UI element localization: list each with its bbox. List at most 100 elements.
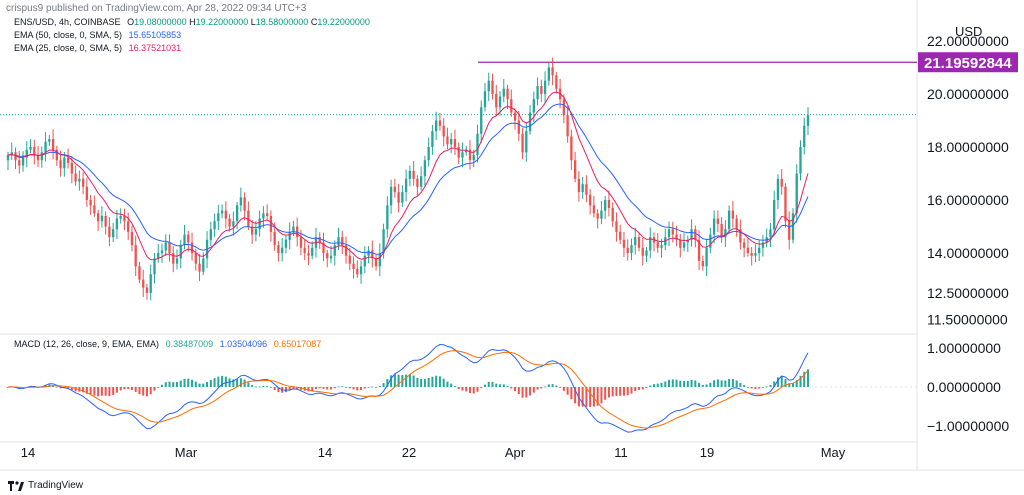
candle — [108, 217, 111, 247]
candle — [66, 148, 70, 169]
candle-body — [363, 255, 366, 267]
macd-histogram-bar — [472, 387, 475, 394]
candle-body — [307, 253, 310, 256]
candle-body — [89, 200, 92, 206]
macd-histogram-bar — [551, 384, 554, 387]
macd-histogram-bar — [525, 387, 528, 398]
macd-histogram-bar — [536, 387, 539, 390]
candle — [543, 71, 547, 103]
macd-histogram-bar — [724, 380, 727, 387]
candle — [742, 238, 746, 258]
candle — [284, 235, 288, 254]
time-tick-label: 14 — [21, 445, 35, 460]
macd-histogram-bar — [457, 387, 460, 390]
candle — [322, 232, 325, 262]
candle-body — [85, 186, 89, 201]
candle-body — [667, 229, 671, 238]
candle — [393, 178, 397, 198]
candle — [89, 194, 92, 215]
candle — [333, 240, 336, 266]
candle-body — [224, 210, 228, 219]
macd-histogram-bar — [585, 387, 588, 407]
candle-body — [431, 131, 434, 147]
candle — [457, 142, 460, 164]
macd-histogram-bar — [112, 387, 115, 395]
macd-histogram-bar — [461, 387, 464, 391]
candle-body — [746, 247, 750, 254]
candle — [788, 211, 791, 250]
candle-body — [645, 250, 648, 256]
candle-body — [799, 147, 802, 174]
candle — [217, 204, 220, 231]
macd-histogram-bar — [769, 385, 772, 387]
candle — [694, 225, 697, 248]
candle — [187, 230, 190, 252]
candle — [397, 183, 400, 213]
candle — [164, 234, 167, 257]
candle-body — [457, 147, 460, 158]
candle — [780, 169, 783, 195]
candle-body — [573, 160, 577, 179]
macd-histogram-bar — [420, 379, 423, 387]
macd-histogram-bar — [679, 380, 682, 387]
candle-body — [66, 157, 70, 163]
candle-body — [393, 186, 397, 193]
time-tick-label: 19 — [700, 445, 714, 460]
candle — [551, 57, 554, 86]
macd-histogram-bar — [592, 387, 595, 407]
candle-body — [254, 229, 258, 235]
candle — [776, 174, 780, 209]
macd-histogram-bar — [311, 387, 314, 391]
candle — [581, 176, 584, 199]
candle — [85, 177, 89, 207]
macd-histogram-bar — [660, 382, 663, 387]
candle-body — [510, 99, 513, 113]
macd-histogram-bar — [453, 386, 456, 387]
candle — [649, 227, 652, 259]
candle-body — [265, 213, 269, 216]
candle — [344, 236, 348, 264]
candle — [33, 139, 36, 165]
candle — [149, 264, 152, 301]
candle-body — [791, 213, 795, 240]
candle-body — [769, 229, 772, 238]
candle-body — [427, 147, 430, 161]
macd-histogram-bar — [653, 384, 656, 387]
candle-body — [682, 242, 686, 248]
macd-histogram-bar — [776, 377, 779, 387]
candle-body — [209, 229, 212, 240]
candle — [134, 235, 137, 277]
candle-body — [284, 239, 288, 248]
candle-body — [476, 133, 479, 155]
candle — [408, 165, 412, 187]
macd-histogram-bar — [694, 380, 697, 387]
candle-body — [389, 186, 393, 206]
candle-body — [626, 247, 629, 254]
candle-body — [607, 200, 611, 208]
macd-histogram-bar — [431, 376, 434, 387]
candle — [374, 254, 378, 271]
candle-body — [344, 245, 348, 256]
macd-histogram-bar — [634, 387, 637, 392]
candle-body — [697, 239, 701, 262]
candle — [40, 146, 43, 168]
macd-histogram-bar — [206, 381, 209, 387]
candle-body — [649, 237, 652, 251]
candle-body — [450, 139, 453, 145]
macd-histogram-bar — [416, 377, 419, 387]
candle — [303, 239, 306, 261]
candle-body — [570, 136, 573, 161]
macd-histogram-bar — [153, 387, 156, 391]
macd-histogram-bar — [108, 387, 111, 397]
candle — [160, 243, 164, 263]
candle-body — [671, 229, 674, 235]
macd-histogram-bar — [228, 378, 231, 387]
macd-histogram-bar — [799, 375, 802, 387]
candle-body — [318, 237, 321, 243]
macd-histogram-bar — [750, 387, 753, 389]
candle — [450, 132, 453, 154]
candle-body — [780, 178, 783, 187]
candle-body — [754, 253, 757, 256]
candle-body — [758, 247, 761, 254]
